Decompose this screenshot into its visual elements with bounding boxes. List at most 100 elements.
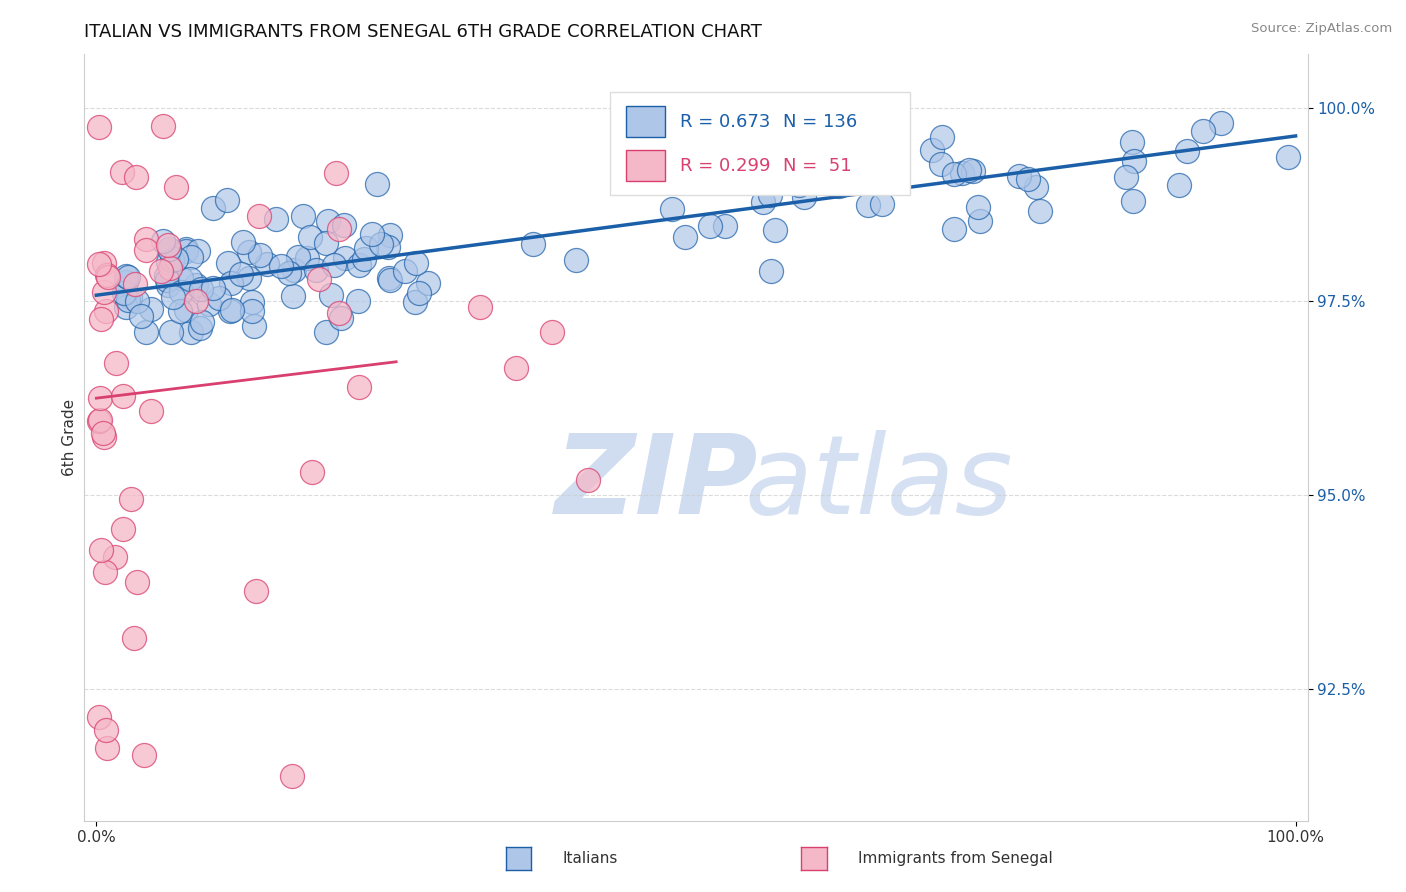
Point — [330, 311, 353, 326]
Point — [249, 247, 271, 261]
Point — [156, 255, 179, 269]
Point — [90, 543, 112, 558]
Point — [111, 389, 134, 403]
Point — [160, 253, 183, 268]
Point — [112, 285, 135, 300]
Point — [111, 165, 134, 179]
Point — [1017, 171, 1039, 186]
Point — [243, 319, 266, 334]
Point — [291, 209, 314, 223]
Point — [858, 198, 880, 212]
Point — [122, 631, 145, 645]
Point — [89, 391, 111, 405]
Point — [969, 214, 991, 228]
Point — [1122, 194, 1144, 208]
Point — [219, 277, 242, 291]
Y-axis label: 6th Grade: 6th Grade — [62, 399, 77, 475]
Point — [377, 240, 399, 254]
FancyBboxPatch shape — [610, 92, 910, 195]
Point — [215, 193, 238, 207]
Point — [93, 565, 115, 579]
Point — [97, 269, 120, 284]
Point — [124, 277, 146, 291]
Point — [179, 271, 201, 285]
Point — [522, 236, 544, 251]
Point — [256, 258, 278, 272]
Point — [1277, 150, 1299, 164]
Point — [115, 285, 138, 300]
Point — [962, 163, 984, 178]
Point — [245, 584, 267, 599]
Point — [240, 295, 263, 310]
Point — [921, 143, 943, 157]
Point — [966, 201, 988, 215]
Point — [942, 222, 965, 236]
Point — [325, 166, 347, 180]
Point — [157, 242, 180, 256]
Point — [156, 273, 179, 287]
Point — [238, 271, 260, 285]
Text: Immigrants from Senegal: Immigrants from Senegal — [858, 851, 1053, 866]
Point — [118, 290, 141, 304]
Point — [159, 260, 181, 275]
Point — [322, 259, 344, 273]
Point — [298, 229, 321, 244]
Text: atlas: atlas — [745, 430, 1014, 537]
Point — [347, 380, 370, 394]
Text: R = 0.299: R = 0.299 — [681, 157, 770, 175]
Point — [91, 425, 114, 440]
Point — [315, 235, 337, 250]
Point — [93, 285, 115, 299]
Point — [135, 326, 157, 340]
Point — [96, 268, 118, 283]
Point — [165, 180, 187, 194]
Point — [174, 243, 197, 257]
Point — [170, 285, 193, 300]
Bar — [626, 106, 665, 137]
Point — [188, 321, 211, 335]
Point — [301, 465, 323, 479]
Point — [404, 294, 426, 309]
Text: R = 0.673: R = 0.673 — [681, 112, 770, 130]
Bar — [626, 151, 665, 181]
Point — [1168, 178, 1191, 192]
Point — [104, 355, 127, 369]
Point — [361, 227, 384, 241]
Point — [219, 304, 242, 318]
Point — [319, 288, 342, 302]
Point — [333, 251, 356, 265]
Point — [1175, 144, 1198, 158]
Point — [828, 178, 851, 193]
Point — [150, 264, 173, 278]
Point — [120, 491, 142, 506]
Point — [127, 294, 149, 309]
Point — [157, 277, 180, 292]
Point — [378, 228, 401, 243]
Point — [831, 134, 853, 148]
Point — [328, 306, 350, 320]
Point — [793, 190, 815, 204]
Point — [202, 201, 225, 215]
Point — [247, 209, 270, 223]
Point — [787, 178, 810, 192]
Point — [157, 238, 180, 252]
Point — [152, 235, 174, 249]
Point — [93, 429, 115, 443]
Point — [1191, 124, 1213, 138]
Point — [931, 157, 953, 171]
Point — [277, 266, 299, 280]
Point — [87, 120, 110, 135]
Point — [127, 574, 149, 589]
Point — [773, 171, 796, 186]
Point — [855, 151, 877, 165]
Point — [89, 257, 111, 271]
Point — [155, 269, 177, 284]
Point — [468, 300, 491, 314]
Point — [1121, 135, 1143, 149]
Point — [283, 262, 305, 277]
Point — [129, 309, 152, 323]
Point — [238, 244, 260, 259]
Text: N = 136: N = 136 — [783, 112, 858, 130]
Point — [190, 315, 212, 329]
Point — [378, 273, 401, 287]
